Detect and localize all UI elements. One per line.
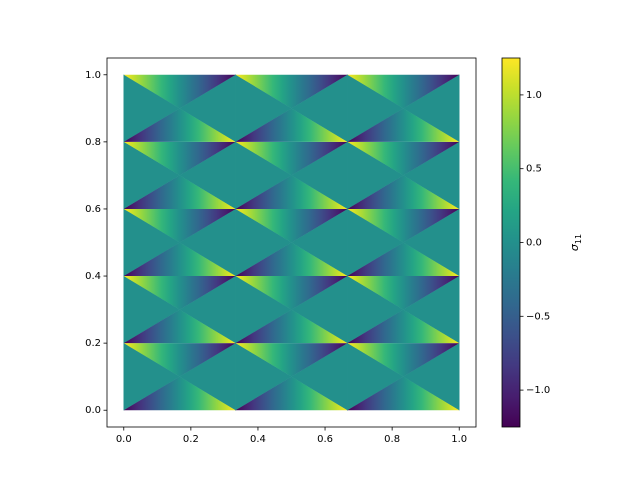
bottom-triangle	[123, 242, 236, 277]
x-tick-label: 0.4	[250, 434, 266, 445]
colorbar-tick-label: 0.0	[526, 238, 542, 249]
colorbar-tick-label: −0.5	[526, 311, 550, 322]
colorbar-label-symbol: σ	[568, 243, 581, 251]
bottom-triangle	[235, 108, 348, 142]
side-triangle	[235, 342, 292, 411]
colorbar-label-subscript: 11	[574, 234, 583, 244]
bottom-triangle	[235, 309, 348, 344]
bottom-triangle	[235, 376, 348, 411]
x-tick-label: 0.6	[317, 434, 333, 445]
top-triangle	[235, 208, 348, 243]
x-tick-label: 1.0	[451, 434, 467, 445]
top-triangle	[123, 208, 236, 243]
x-tick-label: 0.8	[384, 434, 400, 445]
bottom-triangle	[123, 175, 236, 209]
y-tick-label: 0.0	[85, 405, 101, 416]
colorbar-tick-label: −1.0	[526, 385, 550, 396]
bottom-triangle	[123, 309, 236, 344]
bottom-triangle	[347, 376, 460, 411]
colorbar-tick-label: 1.0	[526, 90, 542, 101]
side-triangle	[123, 342, 181, 411]
top-triangle	[347, 208, 460, 243]
bottom-triangle	[347, 175, 460, 209]
colorbar-tick-label: 0.5	[526, 164, 542, 175]
top-triangle	[347, 276, 460, 310]
colorbar-label: σ11	[568, 234, 583, 251]
bottom-triangle	[123, 376, 236, 411]
bottom-triangle	[347, 309, 460, 344]
plot-frame	[106, 57, 477, 428]
top-triangle	[123, 276, 236, 310]
y-tick-label: 0.6	[85, 204, 101, 215]
y-tick-label: 1.0	[85, 70, 101, 81]
top-triangle	[123, 343, 236, 377]
bottom-triangle	[235, 242, 348, 277]
top-triangle	[123, 141, 236, 176]
bottom-triangle	[347, 242, 460, 277]
top-triangle	[235, 141, 348, 176]
x-tick-label: 0.0	[116, 434, 132, 445]
bottom-triangle	[123, 108, 236, 142]
y-tick-label: 0.2	[85, 338, 101, 349]
top-triangle	[235, 74, 348, 109]
top-triangle	[347, 343, 460, 377]
x-tick-label: 0.2	[183, 434, 199, 445]
y-tick-label: 0.4	[85, 271, 101, 282]
top-triangle	[235, 276, 348, 310]
top-triangle	[235, 343, 348, 377]
bottom-triangle	[347, 108, 460, 142]
top-triangle	[347, 74, 460, 109]
y-tick-label: 0.8	[85, 137, 101, 148]
colorbar	[501, 57, 521, 428]
top-triangle	[347, 141, 460, 176]
top-triangle	[123, 74, 236, 109]
bottom-triangle	[235, 175, 348, 209]
